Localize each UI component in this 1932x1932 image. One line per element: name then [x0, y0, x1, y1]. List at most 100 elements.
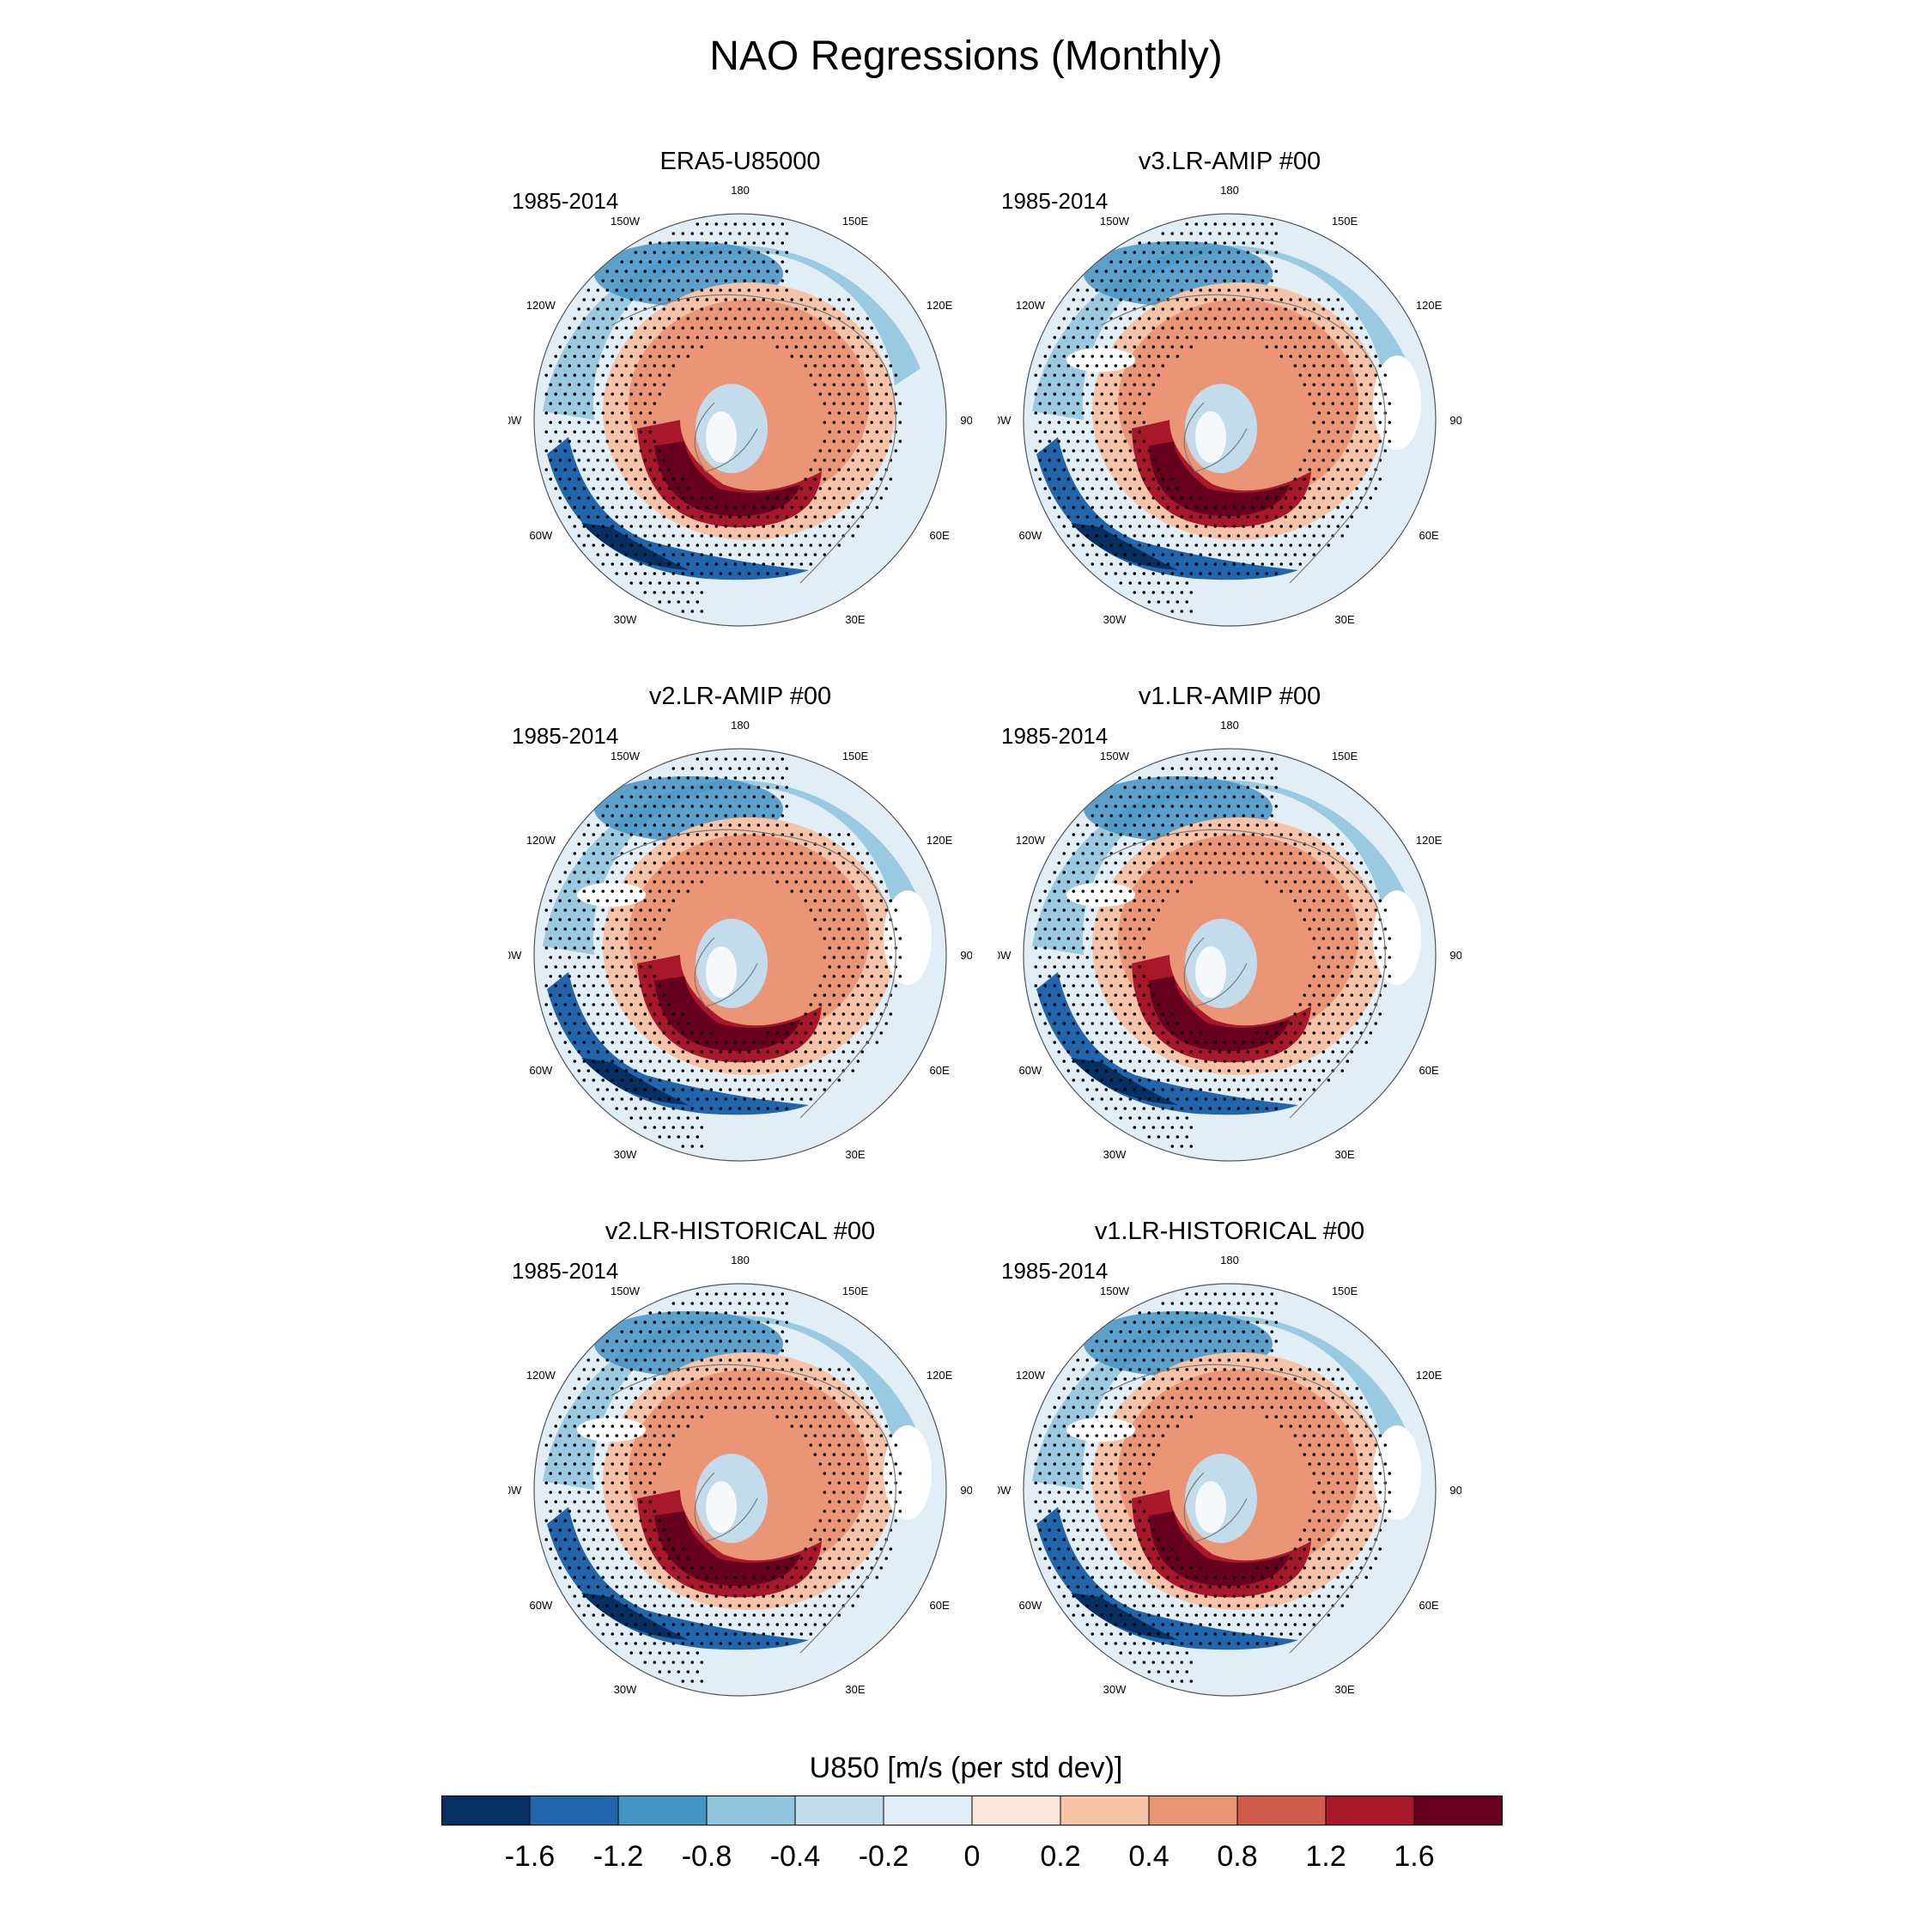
longitude-label: 150E	[842, 215, 869, 228]
colorbar-swatch	[884, 1795, 972, 1825]
significance-stippling	[544, 222, 902, 613]
longitude-label: 90W	[508, 1484, 522, 1497]
longitude-label: 30W	[614, 613, 637, 626]
colorbar-tick-label: 0.4	[1128, 1840, 1169, 1873]
colorbar-swatch	[441, 1795, 530, 1825]
colorbar-tick-label: 1.6	[1394, 1840, 1434, 1873]
longitude-label: 90E	[960, 1484, 972, 1497]
panel-period: 1985-2014	[512, 1258, 619, 1284]
panel-period: 1985-2014	[1001, 723, 1109, 749]
longitude-label: 120E	[1416, 299, 1443, 312]
longitude-label: 90W	[508, 949, 522, 962]
longitude-label: 60E	[1419, 1599, 1439, 1612]
panel-title: ERA5-U85000	[659, 148, 821, 175]
longitude-label: 60E	[930, 1599, 950, 1612]
longitude-label: 180	[1220, 1254, 1239, 1267]
longitude-label: 150E	[842, 750, 869, 762]
panel-title: v1.LR-HISTORICAL #00	[1094, 1218, 1365, 1245]
colorbar: -1.6 -1.2 -0.8 -0.4 -0.2 0 0.2 0.4 0.8 1.2 1.6	[441, 1795, 1503, 1873]
colorbar-tick-label: -1.2	[593, 1840, 644, 1873]
map-boundary	[1023, 1283, 1437, 1697]
longitude-label: 120E	[1416, 834, 1443, 847]
colorbar-tick-label: -0.4	[770, 1840, 821, 1873]
longitude-label: 150W	[611, 215, 641, 228]
panel-period: 1985-2014	[512, 723, 619, 749]
map-panel: v1.LR-AMIP #00180150E120E90E60E30E030W60…	[998, 683, 1461, 1163]
longitude-label: 60W	[530, 529, 553, 542]
colorbar-swatch	[618, 1795, 707, 1825]
polar-map: 180150E120E90E60E30E030W60W90W120W150W	[508, 719, 972, 1162]
longitude-label: 120W	[526, 299, 556, 312]
significance-stippling	[1034, 757, 1392, 1148]
longitude-label: 150W	[611, 750, 641, 762]
longitude-label: 90W	[508, 414, 522, 427]
map-boundary	[1023, 213, 1437, 627]
longitude-label: 30E	[1334, 1683, 1354, 1696]
longitude-label: 120E	[927, 834, 953, 847]
polar-map: 180150E120E90E60E30E030W60W90W120W150W	[998, 184, 1461, 627]
longitude-label: 180	[731, 1254, 750, 1267]
colorbar-tick-label: 0	[964, 1840, 981, 1873]
map-panel: ERA5-U85000180150E120E90E60E30E030W60W90…	[508, 148, 972, 629]
map-panel: v3.LR-AMIP #00180150E120E90E60E30E030W60…	[998, 148, 1461, 629]
longitude-label: 120W	[1016, 834, 1046, 847]
colorbar-swatch	[1414, 1795, 1503, 1825]
longitude-label: 60E	[1419, 1064, 1439, 1077]
longitude-label: 90E	[960, 949, 972, 962]
polar-map: 180150E120E90E60E30E030W60W90W120W150W	[998, 1254, 1461, 1697]
panel-period: 1985-2014	[1001, 188, 1109, 214]
map-boundary	[533, 748, 947, 1162]
longitude-label: 120W	[1016, 1369, 1046, 1382]
colorbar-swatch	[530, 1795, 618, 1825]
longitude-label: 120W	[526, 1369, 556, 1382]
panel-title: v3.LR-AMIP #00	[1138, 148, 1321, 175]
colorbar-tick-label: 1.2	[1305, 1840, 1346, 1873]
panel-period: 1985-2014	[1001, 1258, 1109, 1284]
longitude-label: 30W	[614, 1148, 637, 1161]
longitude-label: 150E	[1332, 750, 1358, 762]
longitude-label: 60E	[1419, 529, 1439, 542]
longitude-label: 60E	[930, 529, 950, 542]
panel-period: 1985-2014	[512, 188, 619, 214]
longitude-label: 30E	[845, 1148, 865, 1161]
colorbar-title: U850 [m/s (per std dev)]	[809, 1752, 1123, 1784]
colorbar-swatch	[707, 1795, 795, 1825]
map-panel: v2.LR-HISTORICAL #00 180 150E 120E 90E 60E 30E…	[508, 1218, 972, 1698]
figure-title: NAO Regressions (Monthly)	[709, 33, 1223, 79]
longitude-label: 60W	[1019, 529, 1042, 542]
longitude-label: 90E	[960, 414, 972, 427]
longitude-label: 120W	[526, 834, 556, 847]
significance-stippling	[544, 757, 902, 1148]
longitude-label: 150W	[1100, 750, 1130, 762]
longitude-label: 60W	[530, 1599, 553, 1612]
map-boundary	[1023, 748, 1437, 1162]
longitude-label: 150E	[1332, 1285, 1358, 1297]
panel-title: v2.LR-HISTORICAL #00	[605, 1218, 876, 1245]
longitude-label: 30W	[1103, 613, 1127, 626]
longitude-label: 120W	[1016, 299, 1046, 312]
map-panel: v1.LR-HISTORICAL #00 180 150E 120E 90E 60E 30E…	[998, 1218, 1461, 1698]
longitude-label: 30W	[614, 1683, 637, 1696]
colorbar-swatch	[1060, 1795, 1149, 1825]
significance-stippling	[1034, 1292, 1392, 1683]
longitude-label: 90W	[998, 1484, 1012, 1497]
longitude-label: 150W	[1100, 1285, 1130, 1297]
longitude-label: 180	[1220, 719, 1239, 732]
significance-stippling	[1034, 222, 1392, 613]
longitude-label: 60W	[1019, 1064, 1042, 1077]
longitude-label: 90W	[998, 414, 1012, 427]
longitude-label: 180	[731, 184, 750, 197]
longitude-label: 120E	[1416, 1369, 1443, 1382]
longitude-label: 180	[731, 719, 750, 732]
longitude-label: 90E	[1449, 949, 1461, 962]
longitude-label: 60E	[930, 1064, 950, 1077]
map-boundary	[533, 1283, 947, 1697]
longitude-label: 30E	[845, 1683, 865, 1696]
panel-title: v2.LR-AMIP #00	[648, 683, 832, 710]
colorbar-swatch	[1149, 1795, 1237, 1825]
colorbar-swatch	[795, 1795, 884, 1825]
polar-map: 180150E120E90E60E30E030W60W90W120W150W	[998, 719, 1461, 1162]
colorbar-tick-label: -0.8	[682, 1840, 732, 1873]
polar-map: 180150E120E90E60E30E030W60W90W120W150W	[508, 1254, 972, 1697]
colorbar-swatch	[1237, 1795, 1326, 1825]
